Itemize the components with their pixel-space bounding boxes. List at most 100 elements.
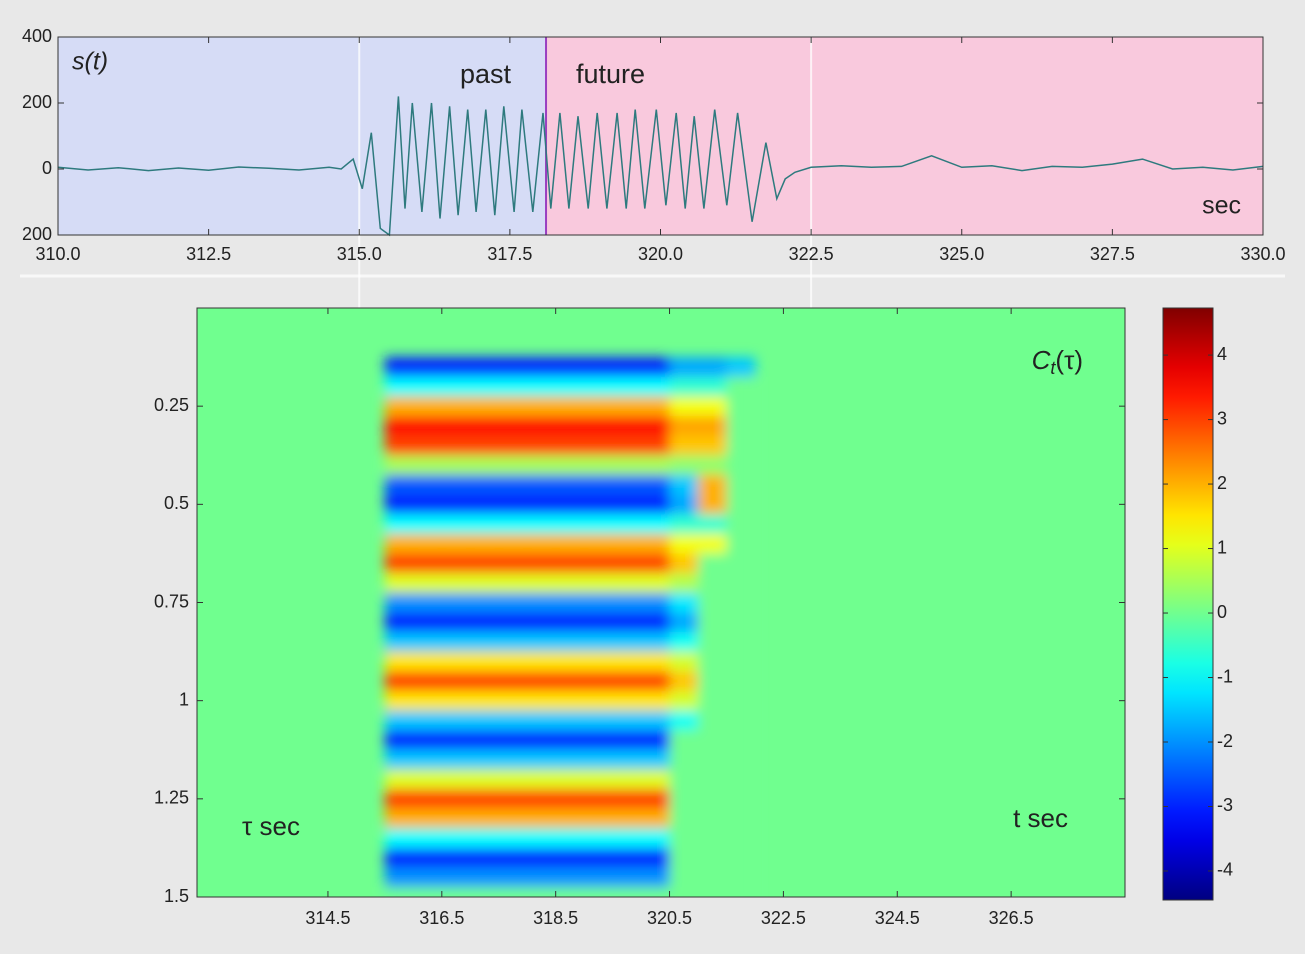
heatmap-cell	[669, 730, 699, 751]
heatmap-cell	[698, 710, 727, 731]
heatmap-cell	[555, 533, 585, 554]
heatmap-cell	[584, 612, 614, 633]
heatmap-cell	[612, 553, 642, 574]
heatmap-cell	[470, 553, 500, 574]
heatmap-cell	[413, 867, 443, 888]
heatmap-cell	[413, 651, 443, 672]
heatmap-cell	[726, 533, 756, 554]
heatmap-cell	[384, 592, 414, 613]
heatmap-cell	[384, 494, 414, 515]
heatmap-cell	[641, 631, 671, 653]
heatmap-cell	[698, 769, 727, 790]
heatmap-cell	[441, 357, 471, 378]
heatmap-cell	[470, 396, 500, 417]
heatmap-cell	[470, 533, 500, 554]
heatmap-cell	[498, 789, 528, 810]
heatmap-layer	[384, 357, 756, 897]
heatmap-cell	[498, 671, 528, 692]
heatmap-cell	[669, 514, 699, 535]
heatmap-cell	[527, 553, 557, 574]
heatmap-cell	[669, 612, 699, 633]
heatmap-cell	[698, 690, 727, 711]
heatmap-cell	[527, 828, 557, 849]
heatmap-cell	[726, 494, 756, 515]
heatmap-cell	[441, 553, 471, 574]
heatmap-cell	[584, 494, 614, 515]
heatmap-cell	[612, 847, 642, 869]
heatmap-cell	[726, 887, 756, 897]
heatmap-cell	[641, 847, 671, 869]
heatmap-cell	[498, 828, 528, 849]
heatmap-cell	[384, 533, 414, 554]
heatmap-cell	[498, 612, 528, 633]
heatmap-cell	[641, 710, 671, 731]
heatmap-cell	[527, 867, 557, 888]
heatmap-cell	[612, 514, 642, 535]
heatmap-cell	[555, 415, 585, 437]
heatmap-cell	[527, 415, 557, 437]
heatmap-cell	[527, 514, 557, 535]
annotation-main: C	[1032, 345, 1051, 375]
heatmap-cell	[498, 435, 528, 456]
y-label: τ sec	[242, 811, 300, 841]
heatmap-cell	[612, 631, 642, 653]
heatmap-cell	[555, 553, 585, 574]
x-tick-label: 316.5	[419, 908, 464, 928]
heatmap-cell	[641, 474, 671, 496]
heatmap-cell	[726, 396, 756, 417]
heatmap-cell	[669, 573, 699, 594]
heatmap-cell	[384, 573, 414, 594]
heatmap-cell	[470, 769, 500, 790]
heatmap-cell	[726, 612, 756, 633]
heatmap-cell	[384, 514, 414, 535]
heatmap-cell	[413, 533, 443, 554]
heatmap-cell	[584, 710, 614, 731]
heatmap-cell	[669, 396, 699, 417]
heatmap-cell	[441, 867, 471, 888]
x-tick-label: 322.5	[761, 908, 806, 928]
heatmap-cell	[584, 533, 614, 554]
heatmap-cell	[413, 573, 443, 594]
heatmap-cell	[555, 710, 585, 731]
heatmap-cell	[384, 749, 414, 770]
x-tick-label: 318.5	[533, 908, 578, 928]
heatmap-cell	[584, 357, 614, 378]
heatmap-cell	[641, 415, 671, 437]
heatmap-cell	[669, 651, 699, 672]
heatmap-cell	[527, 376, 557, 397]
heatmap-cell	[555, 435, 585, 456]
heatmap-cell	[698, 474, 727, 496]
x-label: sec	[1202, 192, 1241, 220]
heatmap-cell	[584, 435, 614, 456]
heatmap-cell	[413, 415, 443, 437]
heatmap-cell	[470, 867, 500, 888]
heatmap-cell	[584, 867, 614, 888]
heatmap-cell	[413, 789, 443, 810]
heatmap-cell	[498, 553, 528, 574]
heatmap-cell	[698, 651, 727, 672]
heatmap-cell	[441, 612, 471, 633]
heatmap-cell	[641, 573, 671, 594]
heatmap-cell	[641, 357, 671, 378]
heatmap-cell	[470, 690, 500, 711]
heatmap-cell	[641, 789, 671, 810]
heatmap-cell	[413, 828, 443, 849]
heatmap-cell	[612, 651, 642, 672]
heatmap-cell	[641, 808, 671, 829]
heatmap-cell	[384, 789, 414, 810]
heatmap-cell	[669, 867, 699, 888]
colorbar-label: 4	[1217, 344, 1227, 364]
heatmap-cell	[470, 435, 500, 456]
heatmap-cell	[470, 592, 500, 613]
heatmap-cell	[498, 847, 528, 869]
heatmap-cell	[555, 847, 585, 869]
heatmap-cell	[555, 808, 585, 829]
heatmap-cell	[413, 631, 443, 653]
heatmap-cell	[612, 730, 642, 751]
heatmap-cell	[698, 396, 727, 417]
heatmap-cell	[470, 828, 500, 849]
heatmap-cell	[584, 396, 614, 417]
heatmap-cell	[527, 455, 557, 476]
heatmap-cell	[498, 415, 528, 437]
heatmap-cell	[612, 769, 642, 790]
